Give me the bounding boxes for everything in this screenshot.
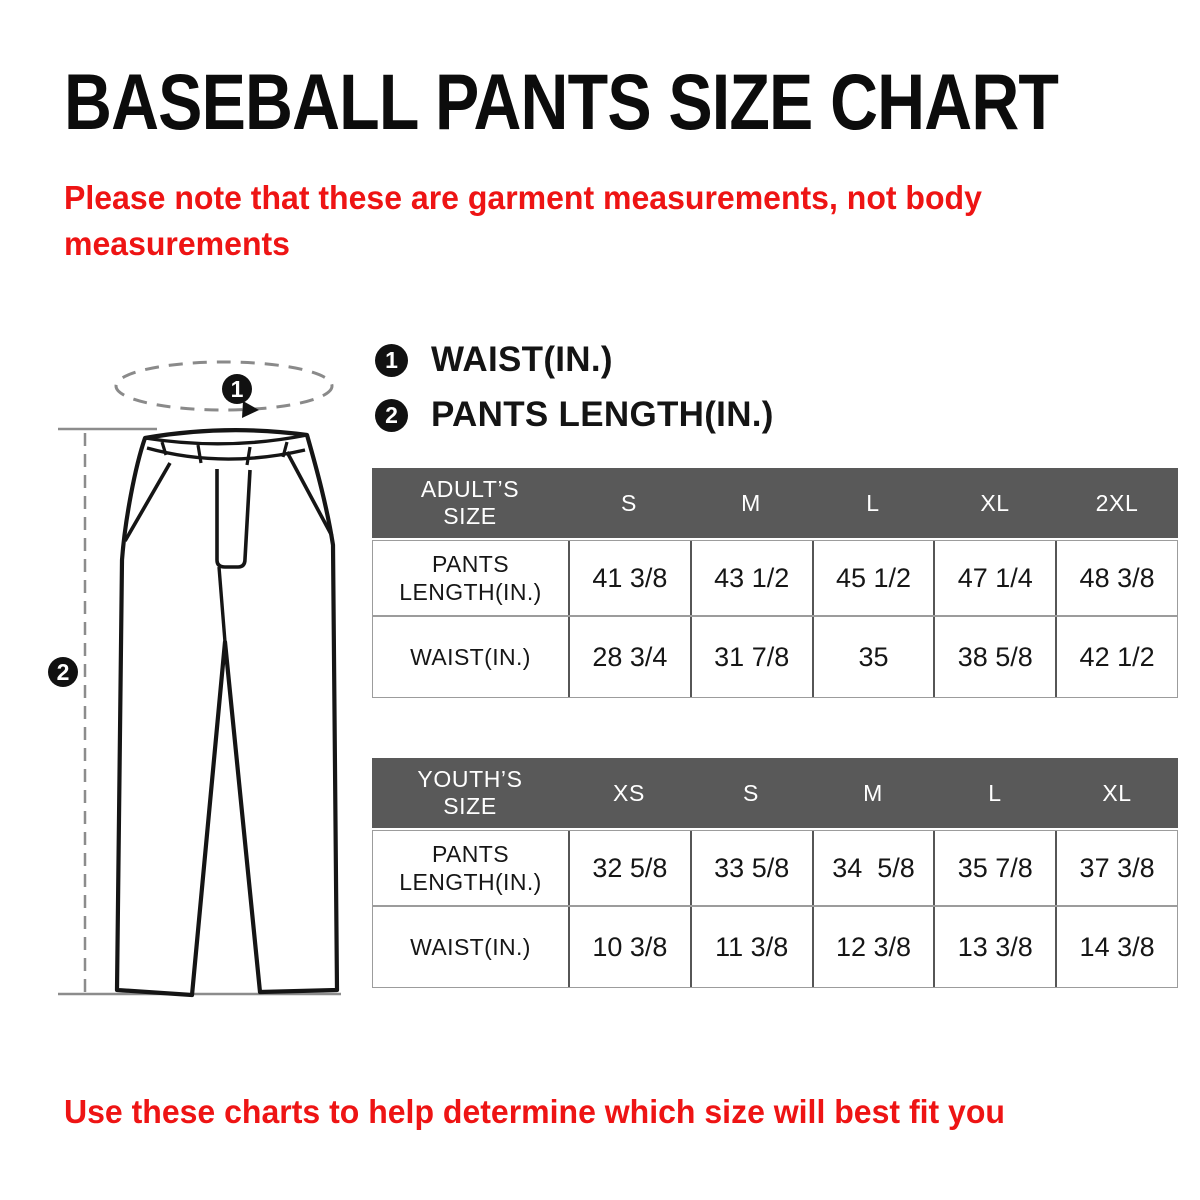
- legend-1-badge: 1: [375, 343, 408, 377]
- crotch-seam-line: [217, 566, 227, 643]
- value-cell: 33 5/8: [689, 831, 812, 905]
- value-cell: 12 3/8: [811, 907, 934, 987]
- marker-2-number: 2: [57, 659, 70, 685]
- header-cell: 2XL: [1095, 489, 1139, 516]
- table-row: PANTS LENGTH(IN.) 41 3/8 43 1/2 45 1/2 47 1/…: [373, 541, 1177, 615]
- page-title: BASEBALL PANTS SIZE CHART: [64, 57, 1059, 146]
- table-row: WAIST(IN.) 28 3/4 31 7/8 35 38 5/8 42 1/2: [373, 615, 1177, 697]
- value-cell: 47 1/4: [933, 541, 1055, 615]
- value-cell: 48 3/8: [1055, 541, 1177, 615]
- value-cell: 45 1/2: [811, 541, 934, 615]
- value-cell: 38 5/8: [933, 617, 1055, 697]
- youth-table-body: PANTS LENGTH(IN.) 32 5/8 33 5/8 34 5/8 35 7/…: [372, 830, 1178, 988]
- marker-1-number: 1: [231, 376, 244, 402]
- value-cell: 37 3/8: [1055, 831, 1177, 905]
- left-pocket-line: [123, 462, 172, 542]
- garment-measurement-note: Please note that these are garment measu…: [64, 179, 982, 262]
- legend-pants-length-label: PANTS LENGTH(IN.): [431, 395, 774, 434]
- legend-2-badge: 2: [375, 398, 408, 432]
- youth-size-table: YOUTH’S SIZE XS S M L XL PANTS LENGTH(IN.) 32 …: [372, 758, 1178, 988]
- pants-outline: [114, 428, 340, 998]
- value-cell: 31 7/8: [689, 617, 812, 697]
- fit-advice-note: Use these charts to help determine which…: [64, 1093, 1005, 1130]
- right-pocket-line: [285, 451, 334, 537]
- header-cell: XL: [980, 489, 1010, 516]
- waist-arrowhead-icon: [242, 401, 259, 418]
- belt-loops: [160, 441, 289, 466]
- value-cell: 35: [811, 617, 934, 697]
- row-label-cell: PANTS LENGTH(IN.): [399, 841, 542, 895]
- value-cell: 35 7/8: [933, 831, 1055, 905]
- header-cell: M: [741, 489, 761, 516]
- header-cell: YOUTH’S SIZE: [417, 766, 523, 819]
- marker-1-badge: [222, 374, 252, 404]
- legend-item-pants-length: 2 PANTS LENGTH(IN.): [375, 395, 774, 435]
- table-row: WAIST(IN.) 10 3/8 11 3/8 12 3/8 13 3/8 14 3/8: [373, 905, 1177, 987]
- header-cell: L: [988, 779, 1002, 806]
- header-cell: XL: [1102, 779, 1132, 806]
- value-cell: 42 1/2: [1055, 617, 1177, 697]
- value-cell: 10 3/8: [568, 907, 690, 987]
- value-cell: 11 3/8: [689, 907, 812, 987]
- row-label-cell: WAIST(IN.): [410, 644, 531, 670]
- table-row: PANTS LENGTH(IN.) 32 5/8 33 5/8 34 5/8 35 7/…: [373, 831, 1177, 905]
- header-cell: XS: [613, 779, 645, 806]
- waist-measure-dashed-ellipse: [114, 360, 334, 412]
- row-label-cell: WAIST(IN.): [410, 934, 531, 960]
- row-label-cell: PANTS LENGTH(IN.): [399, 551, 542, 605]
- value-cell: 41 3/8: [568, 541, 690, 615]
- pants-diagram: 1 2: [48, 360, 341, 999]
- value-cell: 32 5/8: [568, 831, 690, 905]
- measurement-legend: 1 WAIST(IN.) 2 PANTS LENGTH(IN.): [375, 340, 774, 435]
- adult-table-body: PANTS LENGTH(IN.) 41 3/8 43 1/2 45 1/2 47 1/…: [372, 540, 1178, 698]
- value-cell: 34 5/8: [811, 831, 934, 905]
- marker-2-badge: [48, 657, 78, 687]
- legend-waist-label: WAIST(IN.): [431, 340, 613, 379]
- value-cell: 43 1/2: [689, 541, 812, 615]
- waistband-rim-line: [144, 433, 308, 446]
- value-cell: 13 3/8: [933, 907, 1055, 987]
- header-cell: S: [743, 779, 759, 806]
- header-cell: L: [866, 489, 880, 516]
- fly-placket-line: [215, 469, 252, 569]
- value-cell: 14 3/8: [1055, 907, 1177, 987]
- adult-size-table: ADULT’S SIZE S M L XL 2XL PANTS LENGTH(IN.) 41…: [372, 468, 1178, 698]
- header-cell: S: [621, 489, 637, 516]
- legend-item-waist: 1 WAIST(IN.): [375, 340, 774, 380]
- youth-table-header: YOUTH’S SIZE XS S M L XL: [372, 758, 1178, 828]
- adult-table-header: ADULT’S SIZE S M L XL 2XL: [372, 468, 1178, 538]
- value-cell: 28 3/4: [568, 617, 690, 697]
- header-cell: ADULT’S SIZE: [420, 476, 520, 529]
- header-cell: M: [863, 779, 883, 806]
